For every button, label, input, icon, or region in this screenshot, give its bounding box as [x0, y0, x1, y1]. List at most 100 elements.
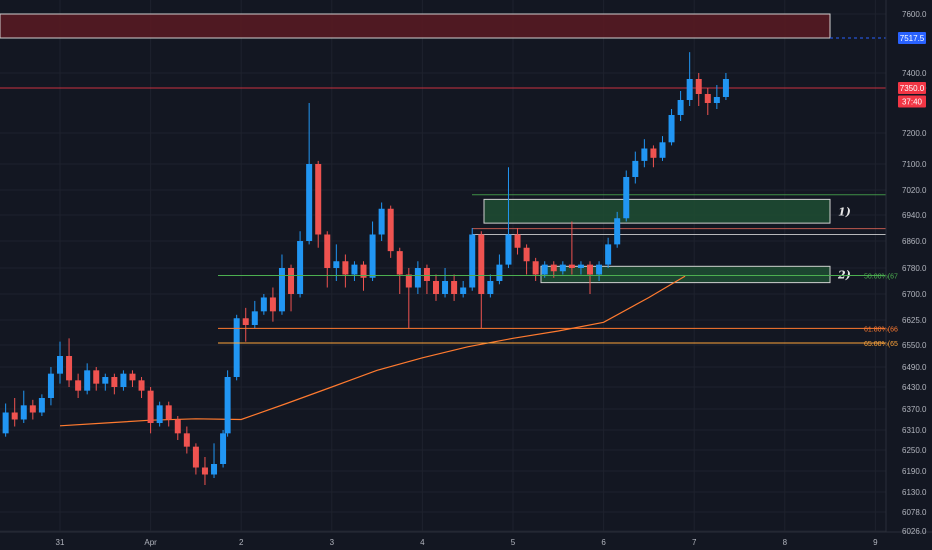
candle-body — [650, 148, 657, 158]
time-tick-label: Apr — [144, 538, 157, 547]
candle-body — [577, 264, 584, 268]
candle-body — [192, 446, 199, 468]
candle-body — [514, 234, 521, 248]
candle-body — [242, 318, 249, 325]
candle — [650, 145, 657, 168]
fib-label: 61.80%(66 — [864, 326, 898, 333]
candle-body — [2, 412, 9, 434]
candle — [713, 85, 720, 109]
candle — [568, 221, 575, 275]
candle-body — [20, 405, 27, 420]
zones: 1) 2) — [0, 13, 851, 284]
price-badge-label: 7350.0 — [900, 84, 925, 93]
time-axis[interactable]: 31 Apr 2 3 4 5 6 7 8 9 — [56, 538, 879, 547]
candle — [587, 261, 594, 294]
candle-body — [333, 261, 340, 268]
candle — [260, 294, 267, 315]
candle — [686, 52, 693, 106]
candle-body — [138, 380, 145, 391]
price-axis[interactable]: 7600.0 7400.0 7350.0 7200.0 7100.0 7020.0 6940… — [902, 10, 927, 536]
candle — [174, 416, 181, 440]
price-tick-label: 6780.0 — [902, 264, 927, 273]
candle-body — [704, 94, 711, 103]
price-tick-label: 7600.0 — [902, 10, 927, 19]
candle-body — [541, 264, 548, 275]
candle-body — [306, 164, 313, 241]
candle-body — [587, 264, 594, 275]
price-tick-label: 6250.0 — [902, 446, 927, 455]
candle-body — [224, 377, 231, 434]
time-tick-label: 9 — [873, 538, 878, 547]
candle — [278, 254, 285, 315]
price-tick-label: 6078.0 — [902, 508, 927, 517]
candle-body — [432, 281, 439, 294]
candle-body — [129, 373, 136, 381]
fib-label: 65.00%(65 — [864, 341, 898, 348]
candle — [605, 237, 612, 268]
price-tick-label: 6190.0 — [902, 467, 927, 476]
price-tick-label: 6490.0 — [902, 363, 927, 372]
price-tick-label: 7100.0 — [902, 160, 927, 169]
candle-body — [47, 373, 54, 398]
candle — [2, 403, 9, 437]
candle-body — [423, 268, 430, 281]
candle-body — [11, 412, 18, 420]
time-tick-label: 6 — [601, 538, 606, 547]
candle — [487, 274, 494, 298]
candle-body — [278, 268, 285, 312]
price-badge-label: 7517.5 — [900, 34, 925, 43]
time-tick-label: 31 — [56, 538, 65, 547]
candle — [11, 398, 18, 427]
candle — [414, 261, 421, 294]
zone-box — [483, 198, 831, 224]
candle — [351, 261, 358, 281]
price-tick-label: 6550.0 — [902, 341, 927, 350]
candle — [559, 261, 566, 275]
candle — [632, 151, 639, 184]
candle-body — [414, 268, 421, 288]
candle-body — [442, 281, 449, 294]
candle-body — [713, 97, 720, 103]
time-tick-label: 5 — [511, 538, 516, 547]
candle — [442, 268, 449, 298]
candle-body — [496, 264, 503, 281]
candle-body — [695, 79, 702, 94]
zone-box — [0, 13, 831, 39]
candle-body — [120, 373, 127, 387]
candle — [532, 257, 539, 281]
candle-body — [251, 311, 258, 325]
candles — [2, 52, 729, 485]
candle — [129, 370, 136, 387]
candle — [251, 300, 258, 329]
candle-body — [174, 419, 181, 434]
candle-body — [165, 405, 172, 420]
candle — [668, 109, 675, 146]
candle — [315, 160, 322, 248]
candle — [423, 264, 430, 294]
candle — [496, 254, 503, 285]
candle — [333, 244, 340, 281]
candle-body — [460, 287, 467, 294]
candle — [469, 228, 476, 291]
price-badges: 7517.5 7350.0 37:40 — [898, 32, 926, 108]
candle — [138, 377, 145, 398]
candle-body — [478, 234, 485, 294]
candle-body — [29, 405, 36, 413]
candle-body — [57, 356, 63, 374]
moving-average — [59, 275, 686, 427]
candle-body — [324, 234, 331, 268]
candle-body — [550, 264, 557, 272]
candle — [695, 73, 702, 106]
candle-body — [632, 160, 639, 177]
candle-body — [405, 274, 412, 288]
candle — [242, 307, 249, 342]
candle — [623, 170, 630, 222]
candle-body — [66, 356, 73, 381]
candle-body — [342, 261, 349, 275]
price-tick-label: 7400.0 — [902, 69, 927, 78]
price-badge — [898, 82, 926, 94]
candle-body — [722, 79, 729, 97]
price-tick-label: 6130.0 — [902, 488, 927, 497]
candle-body — [93, 370, 100, 384]
